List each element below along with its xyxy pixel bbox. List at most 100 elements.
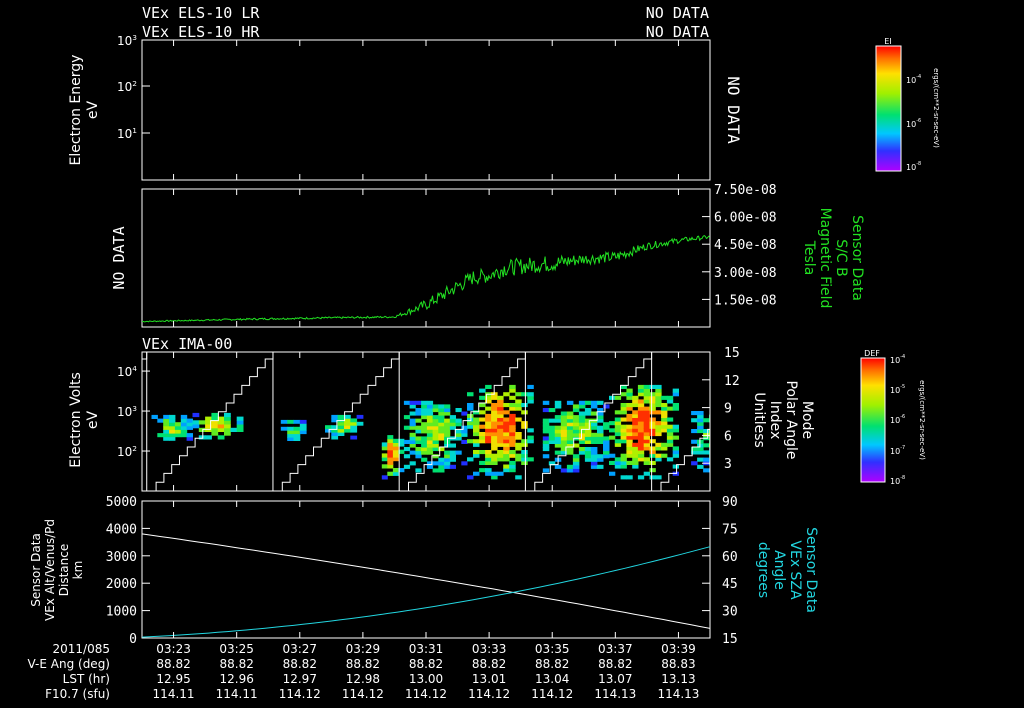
colorbar-def-tick-label-base: 10 [890,477,900,486]
spectrogram-cell [703,450,710,455]
spectrogram-cell [299,430,307,435]
panel2-ylabel-line: Sensor Data [849,215,865,301]
spectrogram-cell [637,457,645,462]
spectrogram-cell [733,422,740,426]
spectrogram-cell [491,432,498,437]
spectrogram-cell [548,461,556,466]
spectrogram-cell [205,416,212,421]
spectrogram-cell [566,400,574,405]
spectrogram-cell [421,447,428,452]
spectrogram-cell [485,421,492,426]
spectrogram-cell [409,450,416,455]
spectrogram-cell [721,422,728,426]
spectrogram-cell [485,424,492,429]
spectrogram-cell [485,468,492,473]
spectrogram-cell [163,425,170,430]
spectrogram-cell [632,403,639,408]
spectrogram-cell [560,425,568,430]
panel3-ylabel: Electron Volts [68,372,84,468]
spectrogram-cell [473,471,480,476]
spectrogram-cell [626,475,633,480]
spectrogram-cell [542,425,550,430]
spectrogram-cell [497,432,504,437]
spectrogram-cell [554,436,562,441]
spectrogram-cell [409,400,416,405]
spectrogram-cell [626,453,633,458]
spectrogram-cell [715,433,722,437]
spectrogram-cell [491,453,498,458]
xaxis-cell-lst: 13.04 [535,672,569,686]
spectrogram-cell [554,425,562,430]
spectrogram-cell [432,436,439,441]
spectrogram-cell [672,446,679,451]
spectrogram-cell [554,400,562,405]
spectrogram-cell [421,429,428,434]
spectrogram-cell [415,454,422,459]
spectrogram-cell [421,400,428,405]
spectrogram-cell [811,450,818,454]
colorbar-def-tick-label-exp: -8 [900,475,905,481]
spectrogram-cell [473,421,480,426]
xaxis-cell-ang: 88.82 [472,657,506,671]
spectrogram-cell [344,418,351,423]
spectrogram-cell [824,457,831,461]
spectrogram-cell [584,429,592,434]
panel2-ytick-label: 6.00e-08 [714,211,777,226]
spectrogram-cell [805,454,812,458]
spectrogram-cell [620,453,627,458]
spectrogram-cell [603,447,610,452]
spectrogram-cell [198,420,206,425]
panel3-y2tick-label: 9 [724,402,732,417]
spectrogram-cell [745,415,752,419]
spectrogram-cell [211,412,219,418]
spectrogram-cell [566,439,574,444]
spectrogram-cell [461,439,468,444]
spectrogram-cell [805,439,812,443]
panel1-ytick-label-base: 10 [117,127,132,141]
colorbar-def-tick-label-base: 10 [890,447,900,456]
spectrogram-cell [643,428,650,433]
xaxis-cell-lst: 12.97 [283,672,317,686]
spectrogram-cell [626,435,633,440]
panel4-ytick-label: 0 [129,632,137,647]
spectrogram-cell [503,453,510,458]
spectrogram-cell [572,468,580,473]
spectrogram-cell [603,422,610,427]
spectrogram-cell [467,475,474,480]
spectrogram-cell [485,413,492,418]
xaxis-row-label: F10.7 (sfu) [45,687,110,701]
spectrogram-cell [637,475,645,480]
spectrogram-cell [666,439,674,444]
spectrogram-cell [438,411,445,416]
spectrogram-cell [554,443,562,448]
spectrogram-cell [409,443,416,448]
spectrogram-cell [344,414,351,419]
spectrogram-cell [350,428,358,433]
spectrogram-cell [584,411,592,416]
spectrogram-cell [491,410,498,415]
spectrogram-cell [603,404,610,409]
spectrogram-cell [163,414,170,419]
colorbar-ei-unit: ergs/(cm**2-sr-sec-eV) [932,68,940,148]
spectrogram-cell [503,417,510,422]
spectrogram-cell [491,460,498,465]
xaxis-cell-t: 03:33 [472,642,507,656]
spectrogram-cell [661,395,668,400]
spectrogram-cell [649,410,656,415]
spectrogram-cell [491,428,498,433]
polar-angle-sweep [653,428,710,491]
spectrogram-cell [515,446,522,451]
spectrogram-cell [444,429,451,434]
spectrogram-cell [572,464,580,469]
spectrogram-cell [205,435,212,440]
spectrogram-cell [392,453,399,458]
spectrogram-cell [614,428,622,433]
spectrogram-cell [331,414,339,419]
xaxis-cell-ang: 88.82 [283,657,317,671]
spectrogram-cell [661,406,668,411]
spectrogram-cell [331,418,339,423]
spectrogram-cell [649,428,656,433]
spectrogram-cell [632,410,639,415]
spectrogram-cell [590,400,598,405]
spectrogram-cell [224,427,231,432]
